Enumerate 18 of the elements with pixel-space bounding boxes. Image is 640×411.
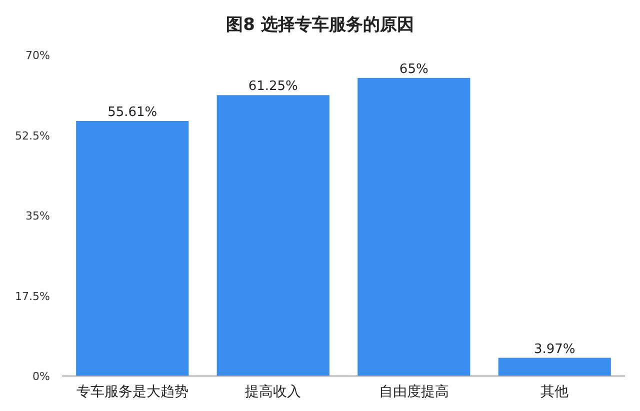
data-label: 3.97% — [534, 342, 576, 357]
bar — [76, 120, 189, 376]
x-tick-label: 提高收入 — [245, 384, 302, 400]
data-label: 65% — [399, 62, 428, 77]
data-label: 55.61% — [108, 104, 158, 120]
x-tick-label: 专车服务是大趋势 — [76, 384, 188, 400]
x-tick-label: 自由度提高 — [378, 384, 449, 400]
y-tick-label: 52.5% — [15, 129, 50, 142]
bar — [498, 358, 611, 376]
y-tick-label: 17.5% — [15, 290, 50, 303]
y-tick-label: 0% — [32, 370, 50, 383]
y-tick-label: 70% — [26, 49, 50, 62]
data-label: 61.25% — [248, 79, 298, 94]
y-tick-label: 35% — [26, 210, 50, 222]
chart-title: 图8 选择专车服务的原因 — [226, 15, 414, 35]
bar — [358, 78, 470, 376]
x-tick-label: 其他 — [540, 384, 569, 400]
bar — [216, 95, 330, 376]
